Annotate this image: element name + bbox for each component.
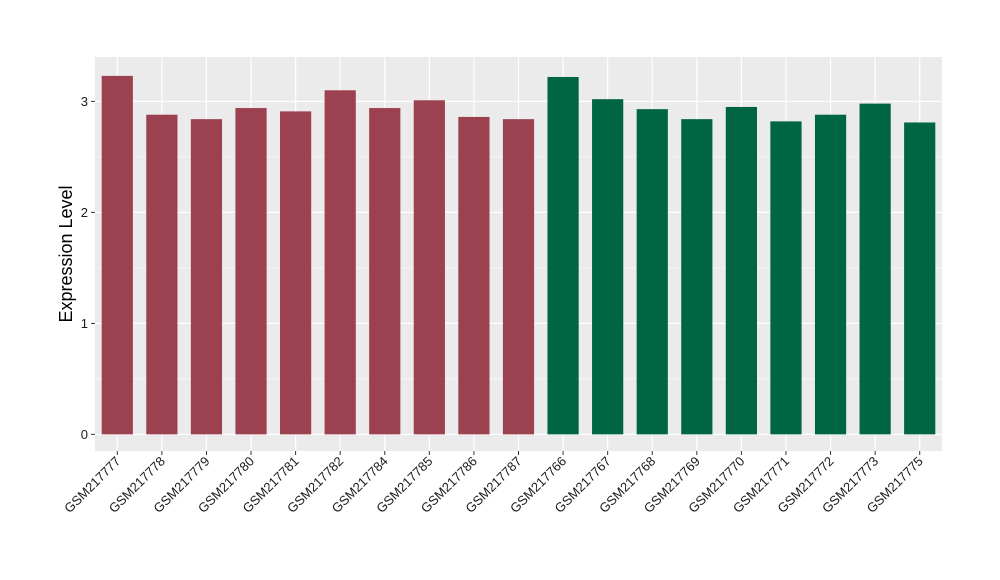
bar-gsm217786 bbox=[458, 116, 490, 435]
y-tick-label: 0 bbox=[81, 427, 88, 442]
y-tick-label: 2 bbox=[81, 205, 88, 220]
bar-gsm217771 bbox=[770, 121, 802, 435]
bar-gsm217767 bbox=[592, 99, 624, 435]
bar-gsm217782 bbox=[324, 90, 356, 435]
bar-gsm217769 bbox=[681, 119, 713, 435]
bar-gsm217770 bbox=[725, 106, 757, 435]
bar-gsm217784 bbox=[369, 108, 401, 435]
bar-gsm217780 bbox=[235, 108, 267, 435]
bar-gsm217772 bbox=[814, 114, 847, 435]
bars bbox=[101, 75, 936, 435]
bar-gsm217779 bbox=[190, 119, 223, 435]
y-tick-label: 1 bbox=[81, 316, 88, 331]
bar-gsm217766 bbox=[547, 76, 579, 435]
x-axis: GSM217777GSM217778GSM217779GSM217780GSM2… bbox=[61, 451, 926, 516]
bar-gsm217768 bbox=[636, 109, 668, 435]
bar-gsm217778 bbox=[146, 114, 178, 435]
y-axis-title: Expression Level bbox=[56, 185, 76, 322]
bar-gsm217785 bbox=[413, 100, 445, 435]
y-tick-label: 3 bbox=[81, 94, 88, 109]
bar-gsm217787 bbox=[502, 119, 535, 435]
bar-gsm217773 bbox=[859, 103, 891, 435]
bar-gsm217777 bbox=[101, 75, 133, 435]
bar-gsm217775 bbox=[904, 122, 936, 435]
bar-gsm217781 bbox=[280, 111, 312, 435]
y-axis: 0 1 2 3 bbox=[81, 94, 95, 442]
